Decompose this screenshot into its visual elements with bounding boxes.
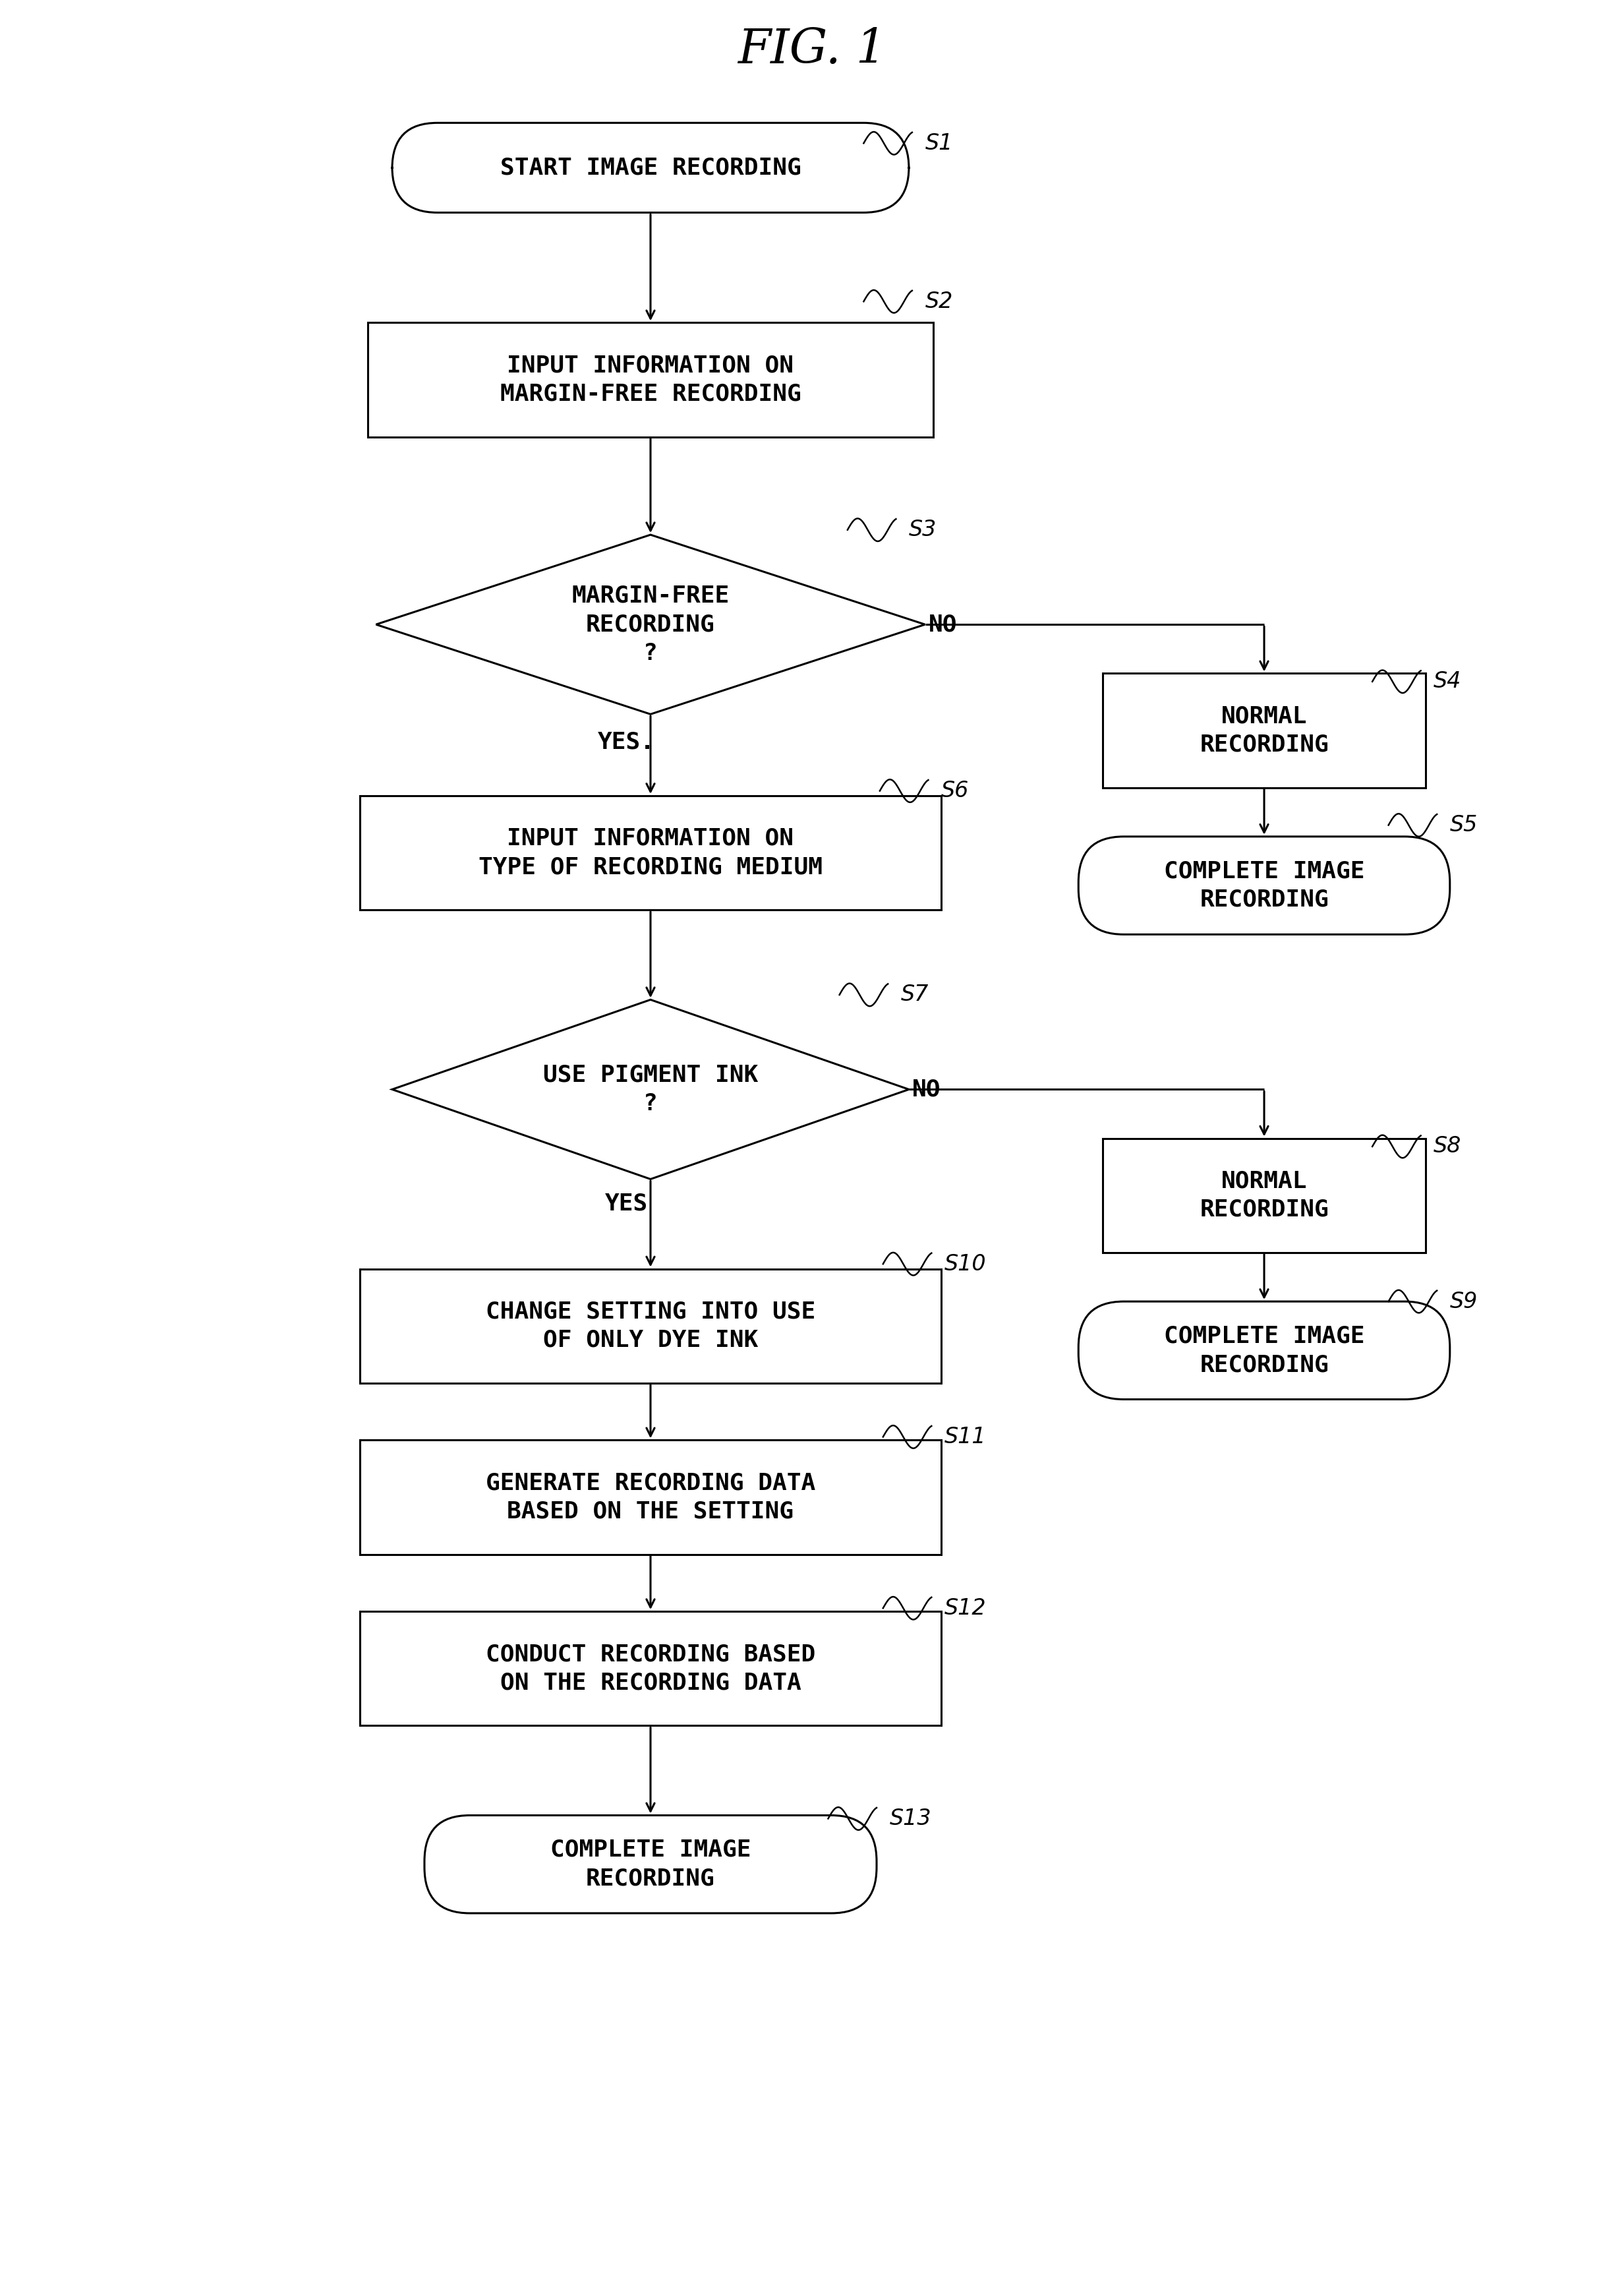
- Text: YES: YES: [604, 1192, 648, 1215]
- Text: S10: S10: [945, 1252, 986, 1275]
- FancyBboxPatch shape: [1078, 837, 1450, 936]
- Text: CONDUCT RECORDING BASED
ON THE RECORDING DATA: CONDUCT RECORDING BASED ON THE RECORDING…: [486, 1644, 815, 1695]
- Text: FIG. 1: FIG. 1: [737, 28, 887, 73]
- Bar: [1103, 1137, 1426, 1252]
- Bar: [361, 1268, 942, 1383]
- Text: INPUT INFORMATION ON
MARGIN-FREE RECORDING: INPUT INFORMATION ON MARGIN-FREE RECORDI…: [500, 353, 801, 406]
- Text: MARGIN-FREE
RECORDING
?: MARGIN-FREE RECORDING ?: [572, 585, 729, 665]
- Text: S4: S4: [1434, 670, 1462, 692]
- Bar: [369, 323, 934, 438]
- Bar: [361, 796, 942, 910]
- Text: S5: S5: [1450, 814, 1478, 837]
- Text: S8: S8: [1434, 1135, 1462, 1158]
- Text: CHANGE SETTING INTO USE
OF ONLY DYE INK: CHANGE SETTING INTO USE OF ONLY DYE INK: [486, 1300, 815, 1351]
- Text: YES.: YES.: [598, 731, 654, 752]
- FancyBboxPatch shape: [424, 1816, 877, 1912]
- Text: COMPLETE IMAGE
RECORDING: COMPLETE IMAGE RECORDING: [1164, 1325, 1364, 1376]
- Text: START IMAGE RECORDING: START IMAGE RECORDING: [500, 156, 801, 179]
- Text: NORMAL
RECORDING: NORMAL RECORDING: [1200, 704, 1328, 757]
- Text: S12: S12: [945, 1598, 986, 1619]
- Text: S11: S11: [945, 1426, 986, 1447]
- Text: S9: S9: [1450, 1291, 1478, 1312]
- Text: GENERATE RECORDING DATA
BASED ON THE SETTING: GENERATE RECORDING DATA BASED ON THE SET…: [486, 1472, 815, 1523]
- Text: NO: NO: [913, 1078, 940, 1101]
- Text: NORMAL
RECORDING: NORMAL RECORDING: [1200, 1169, 1328, 1220]
- Text: S3: S3: [909, 518, 937, 541]
- Text: S13: S13: [890, 1807, 932, 1830]
- FancyBboxPatch shape: [1078, 1302, 1450, 1399]
- Polygon shape: [391, 1000, 909, 1179]
- Text: S2: S2: [926, 291, 953, 312]
- Text: COMPLETE IMAGE
RECORDING: COMPLETE IMAGE RECORDING: [551, 1839, 750, 1889]
- Text: COMPLETE IMAGE
RECORDING: COMPLETE IMAGE RECORDING: [1164, 860, 1364, 910]
- Bar: [1103, 674, 1426, 786]
- Text: INPUT INFORMATION ON
TYPE OF RECORDING MEDIUM: INPUT INFORMATION ON TYPE OF RECORDING M…: [479, 828, 822, 878]
- Bar: [361, 1440, 942, 1555]
- Text: NO: NO: [929, 612, 957, 635]
- Polygon shape: [377, 534, 926, 713]
- Text: S7: S7: [901, 984, 929, 1007]
- Bar: [361, 1612, 942, 1727]
- Text: S1: S1: [926, 133, 953, 154]
- FancyBboxPatch shape: [391, 124, 909, 213]
- Text: S6: S6: [942, 780, 970, 803]
- Text: USE PIGMENT INK
?: USE PIGMENT INK ?: [542, 1064, 758, 1114]
